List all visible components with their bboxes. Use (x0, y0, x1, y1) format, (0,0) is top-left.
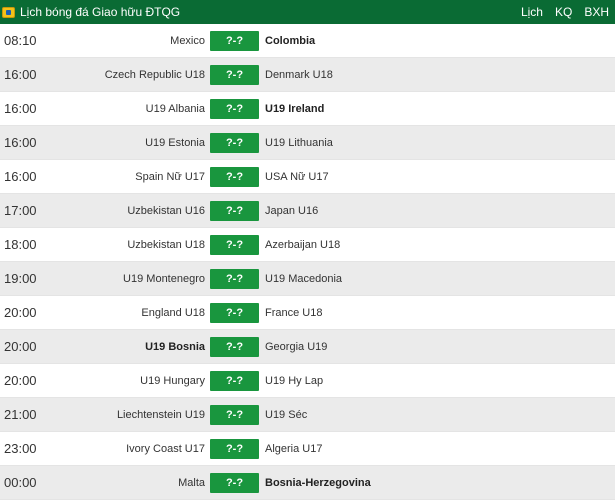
header-nav: Lịch KQ BXH (509, 5, 609, 19)
home-team[interactable]: Uzbekistan U18 (127, 239, 205, 251)
away-team[interactable]: France U18 (265, 307, 323, 319)
match-row[interactable]: 16:00 Czech Republic U18 ?-? Denmark U18 (0, 58, 615, 92)
match-time: 08:10 (4, 33, 37, 48)
page-header: Lịch bóng đá Giao hữu ĐTQG Lịch KQ BXH (0, 0, 615, 24)
score-button[interactable]: ?-? (210, 235, 259, 255)
away-team[interactable]: U19 Ireland (265, 103, 325, 115)
page-title: Lịch bóng đá Giao hữu ĐTQG (20, 5, 181, 19)
match-time: 19:00 (4, 271, 37, 286)
football-logo-icon (2, 6, 15, 18)
nav-standings-link[interactable]: BXH (584, 5, 609, 19)
match-row[interactable]: 16:00 U19 Albania ?-? U19 Ireland (0, 92, 615, 126)
score-button[interactable]: ?-? (210, 371, 259, 391)
match-row[interactable]: 21:00 Liechtenstein U19 ?-? U19 Séc (0, 398, 615, 432)
score-button[interactable]: ?-? (210, 337, 259, 357)
away-team[interactable]: Bosnia-Herzegovina (265, 477, 371, 489)
home-team[interactable]: Mexico (170, 35, 205, 47)
match-time: 20:00 (4, 339, 37, 354)
away-team[interactable]: U19 Séc (265, 409, 308, 421)
score-button[interactable]: ?-? (210, 201, 259, 221)
match-row[interactable]: 20:00 U19 Bosnia ?-? Georgia U19 (0, 330, 615, 364)
away-team[interactable]: Algeria U17 (265, 443, 323, 455)
score-button[interactable]: ?-? (210, 405, 259, 425)
away-team[interactable]: Colombia (265, 35, 316, 47)
match-time: 21:00 (4, 407, 37, 422)
score-button[interactable]: ?-? (210, 269, 259, 289)
home-team[interactable]: U19 Hungary (140, 375, 205, 387)
match-row[interactable]: 17:00 Uzbekistan U16 ?-? Japan U16 (0, 194, 615, 228)
home-team[interactable]: England U18 (141, 307, 205, 319)
nav-results-link[interactable]: KQ (554, 5, 573, 19)
away-team[interactable]: U19 Lithuania (265, 137, 333, 149)
away-team[interactable]: Japan U16 (265, 205, 319, 217)
home-team[interactable]: Uzbekistan U16 (127, 205, 205, 217)
home-team[interactable]: Spain Nữ U17 (135, 171, 205, 183)
match-time: 00:00 (4, 475, 37, 490)
score-button[interactable]: ?-? (210, 133, 259, 153)
home-team[interactable]: Ivory Coast U17 (126, 443, 205, 455)
score-button[interactable]: ?-? (210, 99, 259, 119)
home-team[interactable]: U19 Albania (145, 103, 205, 115)
home-team[interactable]: Czech Republic U18 (104, 69, 205, 81)
match-row[interactable]: 16:00 Spain Nữ U17 ?-? USA Nữ U17 (0, 160, 615, 194)
home-team[interactable]: Malta (178, 477, 205, 489)
match-row[interactable]: 23:00 Ivory Coast U17 ?-? Algeria U17 (0, 432, 615, 466)
match-time: 16:00 (4, 169, 37, 184)
match-time: 20:00 (4, 305, 37, 320)
match-time: 16:00 (4, 101, 37, 116)
match-row[interactable]: 20:00 England U18 ?-? France U18 (0, 296, 615, 330)
away-team[interactable]: USA Nữ U17 (265, 171, 329, 183)
score-button[interactable]: ?-? (210, 167, 259, 187)
away-team[interactable]: Georgia U19 (265, 341, 328, 353)
away-team[interactable]: Azerbaijan U18 (265, 239, 341, 251)
away-team[interactable]: U19 Hy Lap (265, 375, 324, 387)
score-button[interactable]: ?-? (210, 65, 259, 85)
match-time: 23:00 (4, 441, 37, 456)
match-row[interactable]: 08:10 Mexico ?-? Colombia (0, 24, 615, 58)
home-team[interactable]: U19 Estonia (145, 137, 205, 149)
home-team[interactable]: U19 Bosnia (145, 341, 205, 353)
match-row[interactable]: 18:00 Uzbekistan U18 ?-? Azerbaijan U18 (0, 228, 615, 262)
match-time: 17:00 (4, 203, 37, 218)
nav-schedule-link[interactable]: Lịch (520, 5, 543, 19)
score-button[interactable]: ?-? (210, 31, 259, 51)
match-time: 16:00 (4, 135, 37, 150)
match-time: 18:00 (4, 237, 37, 252)
away-team[interactable]: U19 Macedonia (265, 273, 343, 285)
home-team[interactable]: U19 Montenegro (123, 273, 205, 285)
match-row[interactable]: 20:00 U19 Hungary ?-? U19 Hy Lap (0, 364, 615, 398)
match-row[interactable]: 16:00 U19 Estonia ?-? U19 Lithuania (0, 126, 615, 160)
score-button[interactable]: ?-? (210, 303, 259, 323)
match-row[interactable]: 00:00 Malta ?-? Bosnia-Herzegovina (0, 466, 615, 500)
score-button[interactable]: ?-? (210, 439, 259, 459)
match-time: 20:00 (4, 373, 37, 388)
score-button[interactable]: ?-? (210, 473, 259, 493)
match-row[interactable]: 19:00 U19 Montenegro ?-? U19 Macedonia (0, 262, 615, 296)
home-team[interactable]: Liechtenstein U19 (116, 409, 205, 421)
match-list: 08:10 Mexico ?-? Colombia 16:00 Czech Republi… (0, 24, 615, 500)
match-time: 16:00 (4, 67, 37, 82)
away-team[interactable]: Denmark U18 (265, 69, 333, 81)
